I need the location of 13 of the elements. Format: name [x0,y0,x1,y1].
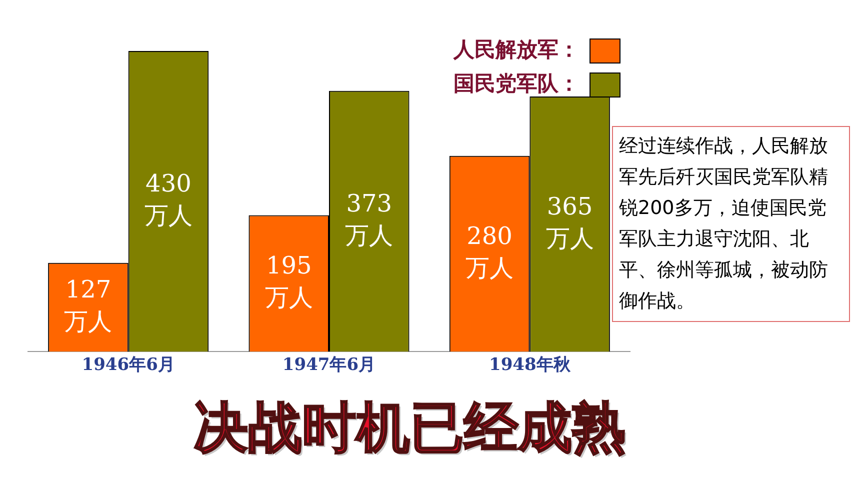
text: 决战时机已经成熟 [193,395,627,461]
annotation: 经过连续作战，人民解放军先后歼灭国民党军队精锐200多万，迫使国民党军队主力退守沈阳、北平、徐州等孤城，被动防御作战。 [612,126,850,322]
data-label: 430 万人 [144,170,192,230]
legend-label: 人民解放军： [452,37,580,62]
data-label: 127 万人 [64,275,112,336]
data-label: 365 万人 [546,192,594,252]
data-label: 373 万人 [345,189,394,250]
data-label: 195 万人 [264,252,313,312]
data-label: 280 万人 [466,222,514,282]
legend-label: 国民党军队： [454,71,580,96]
x-tick-label: 1948年秋 [489,355,572,376]
x-tick-label: 1947年6月 [282,355,376,376]
x-tick-label: 1946年6月 [82,355,175,376]
